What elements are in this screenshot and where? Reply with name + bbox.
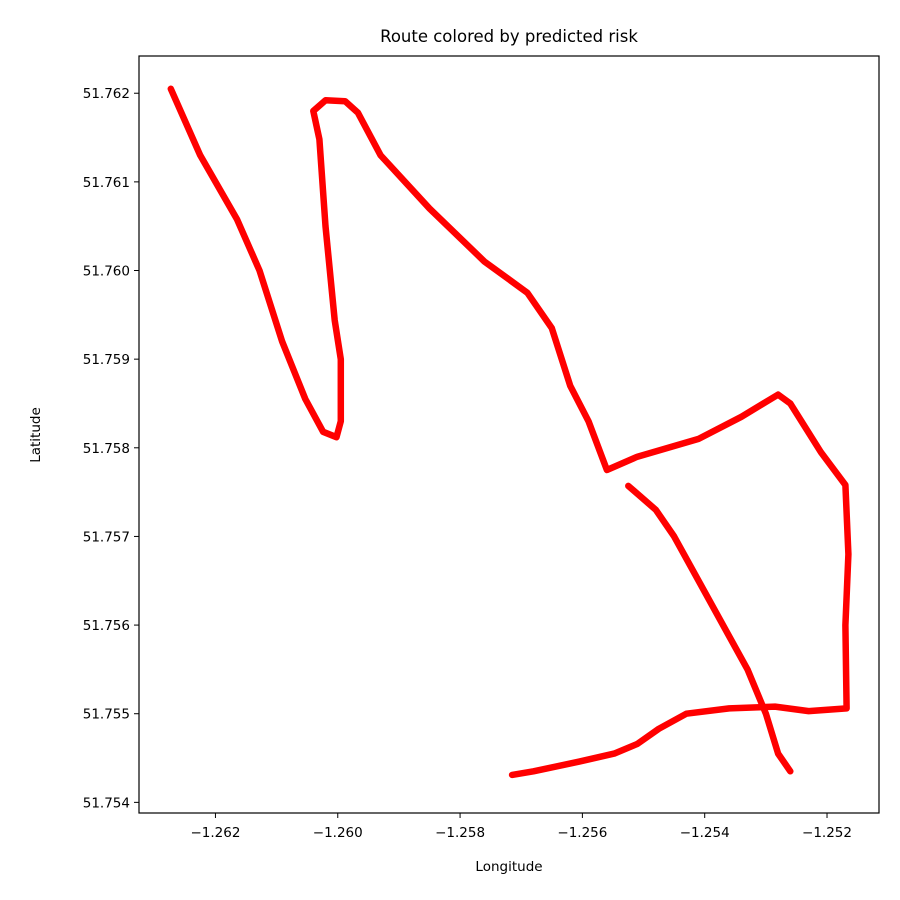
y-axis: 51.754 51.755 51.756 51.757 51.758 51.759 51.7… xyxy=(83,86,139,811)
y-tick-label: 51.760 xyxy=(83,264,130,280)
x-tick-label: −1.254 xyxy=(680,825,730,841)
y-tick-label: 51.759 xyxy=(83,352,130,368)
y-tick-label: 51.761 xyxy=(83,175,130,191)
y-tick-label: 51.757 xyxy=(83,529,130,545)
y-tick-label: 51.756 xyxy=(83,618,130,634)
y-axis-label: Latitude xyxy=(28,407,44,463)
x-tick-label: −1.260 xyxy=(313,825,363,841)
x-axis-label: Longitude xyxy=(475,859,542,875)
x-tick-label: −1.262 xyxy=(190,825,240,841)
x-axis: −1.262 −1.260 −1.258 −1.256 −1.254 −1.252 xyxy=(190,813,852,841)
plot-frame xyxy=(138,55,880,814)
y-tick-label: 51.758 xyxy=(83,441,130,457)
x-tick-label: −1.252 xyxy=(802,825,852,841)
chart-title: Route colored by predicted risk xyxy=(380,27,638,46)
plot-data-layer xyxy=(167,85,852,779)
y-tick-label: 51.754 xyxy=(83,795,130,811)
x-tick-label: −1.258 xyxy=(435,825,485,841)
route-line-segment-2 xyxy=(625,482,794,775)
x-tick-label: −1.256 xyxy=(557,825,607,841)
route-line-segment-1 xyxy=(167,85,852,779)
y-tick-label: 51.762 xyxy=(83,86,130,102)
y-tick-label: 51.755 xyxy=(83,707,130,723)
